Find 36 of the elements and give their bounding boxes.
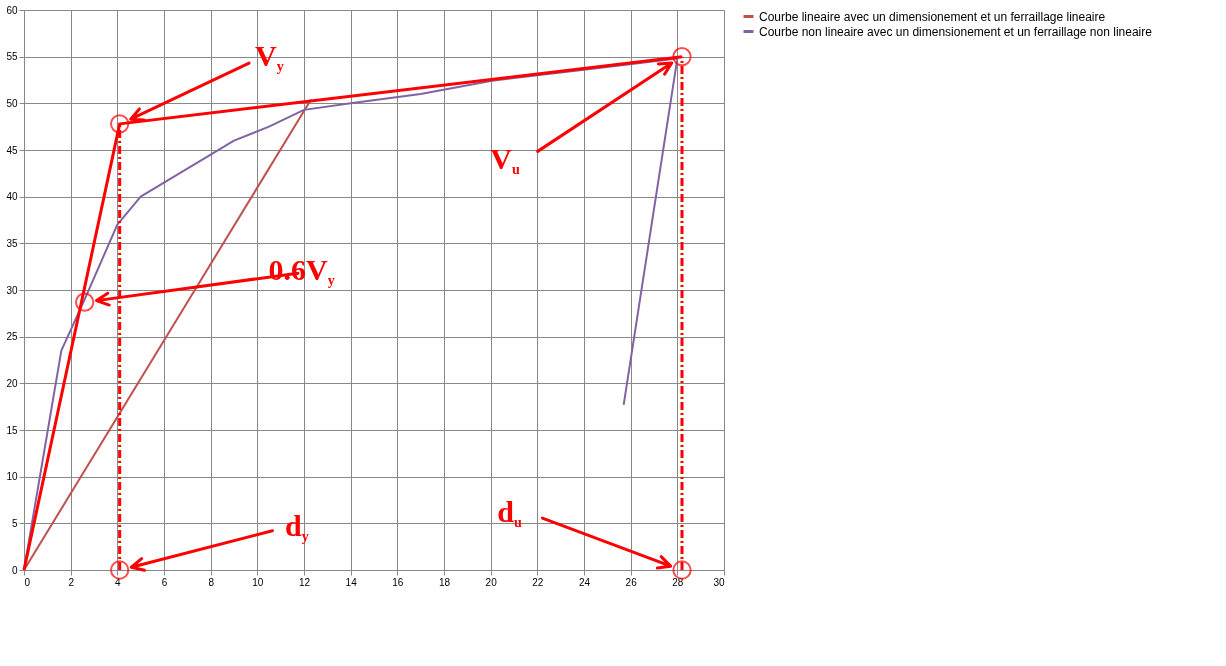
x-tick-label: 12 <box>298 576 311 588</box>
y-tick-label: 55 <box>6 51 18 63</box>
x-tick-label: 10 <box>252 576 264 588</box>
y-tick-label: 0 <box>11 564 18 576</box>
x-tick-label: 18 <box>438 576 451 588</box>
x-tick-label: 28 <box>672 576 684 588</box>
legend-label: Courbe non lineaire avec un dimensionement et un ferraillage non lineaire <box>759 24 1153 39</box>
y-tick-label: 15 <box>6 424 18 436</box>
y-tick-label: 30 <box>6 284 18 296</box>
point <box>110 114 130 134</box>
x-tick-label: 6 <box>161 576 168 588</box>
y-tick-label: 25 <box>6 331 18 343</box>
x-tick-label: 26 <box>625 576 638 588</box>
y-tick-label: 40 <box>6 191 18 203</box>
y-tick-label: 50 <box>6 97 18 109</box>
y-tick-label: 45 <box>6 144 18 156</box>
y-tick-label: 35 <box>6 237 18 249</box>
x-tick-label: 16 <box>392 576 404 588</box>
y-tick-label: 10 <box>6 471 18 483</box>
point <box>110 560 130 580</box>
x-tick-label: 4 <box>115 576 122 588</box>
x-tick-label: 14 <box>345 576 358 588</box>
x-tick-label: 24 <box>578 576 591 588</box>
point <box>75 292 95 312</box>
x-tick-label: 30 <box>713 576 725 588</box>
y-tick-label: 20 <box>6 377 18 389</box>
x-tick-label: 0 <box>24 576 31 588</box>
point <box>672 47 692 67</box>
x-tick-label: 8 <box>208 576 215 588</box>
x-tick-label: 22 <box>532 576 544 588</box>
point <box>672 560 692 580</box>
x-tick-label: 20 <box>485 576 498 588</box>
x-tick-label: 2 <box>68 576 75 588</box>
y-tick-label: 60 <box>6 4 18 16</box>
y-tick-label: 5 <box>11 517 18 529</box>
legend-label: Courbe lineaire avec un dimensionement et un ferraillage lineaire <box>759 9 1106 24</box>
